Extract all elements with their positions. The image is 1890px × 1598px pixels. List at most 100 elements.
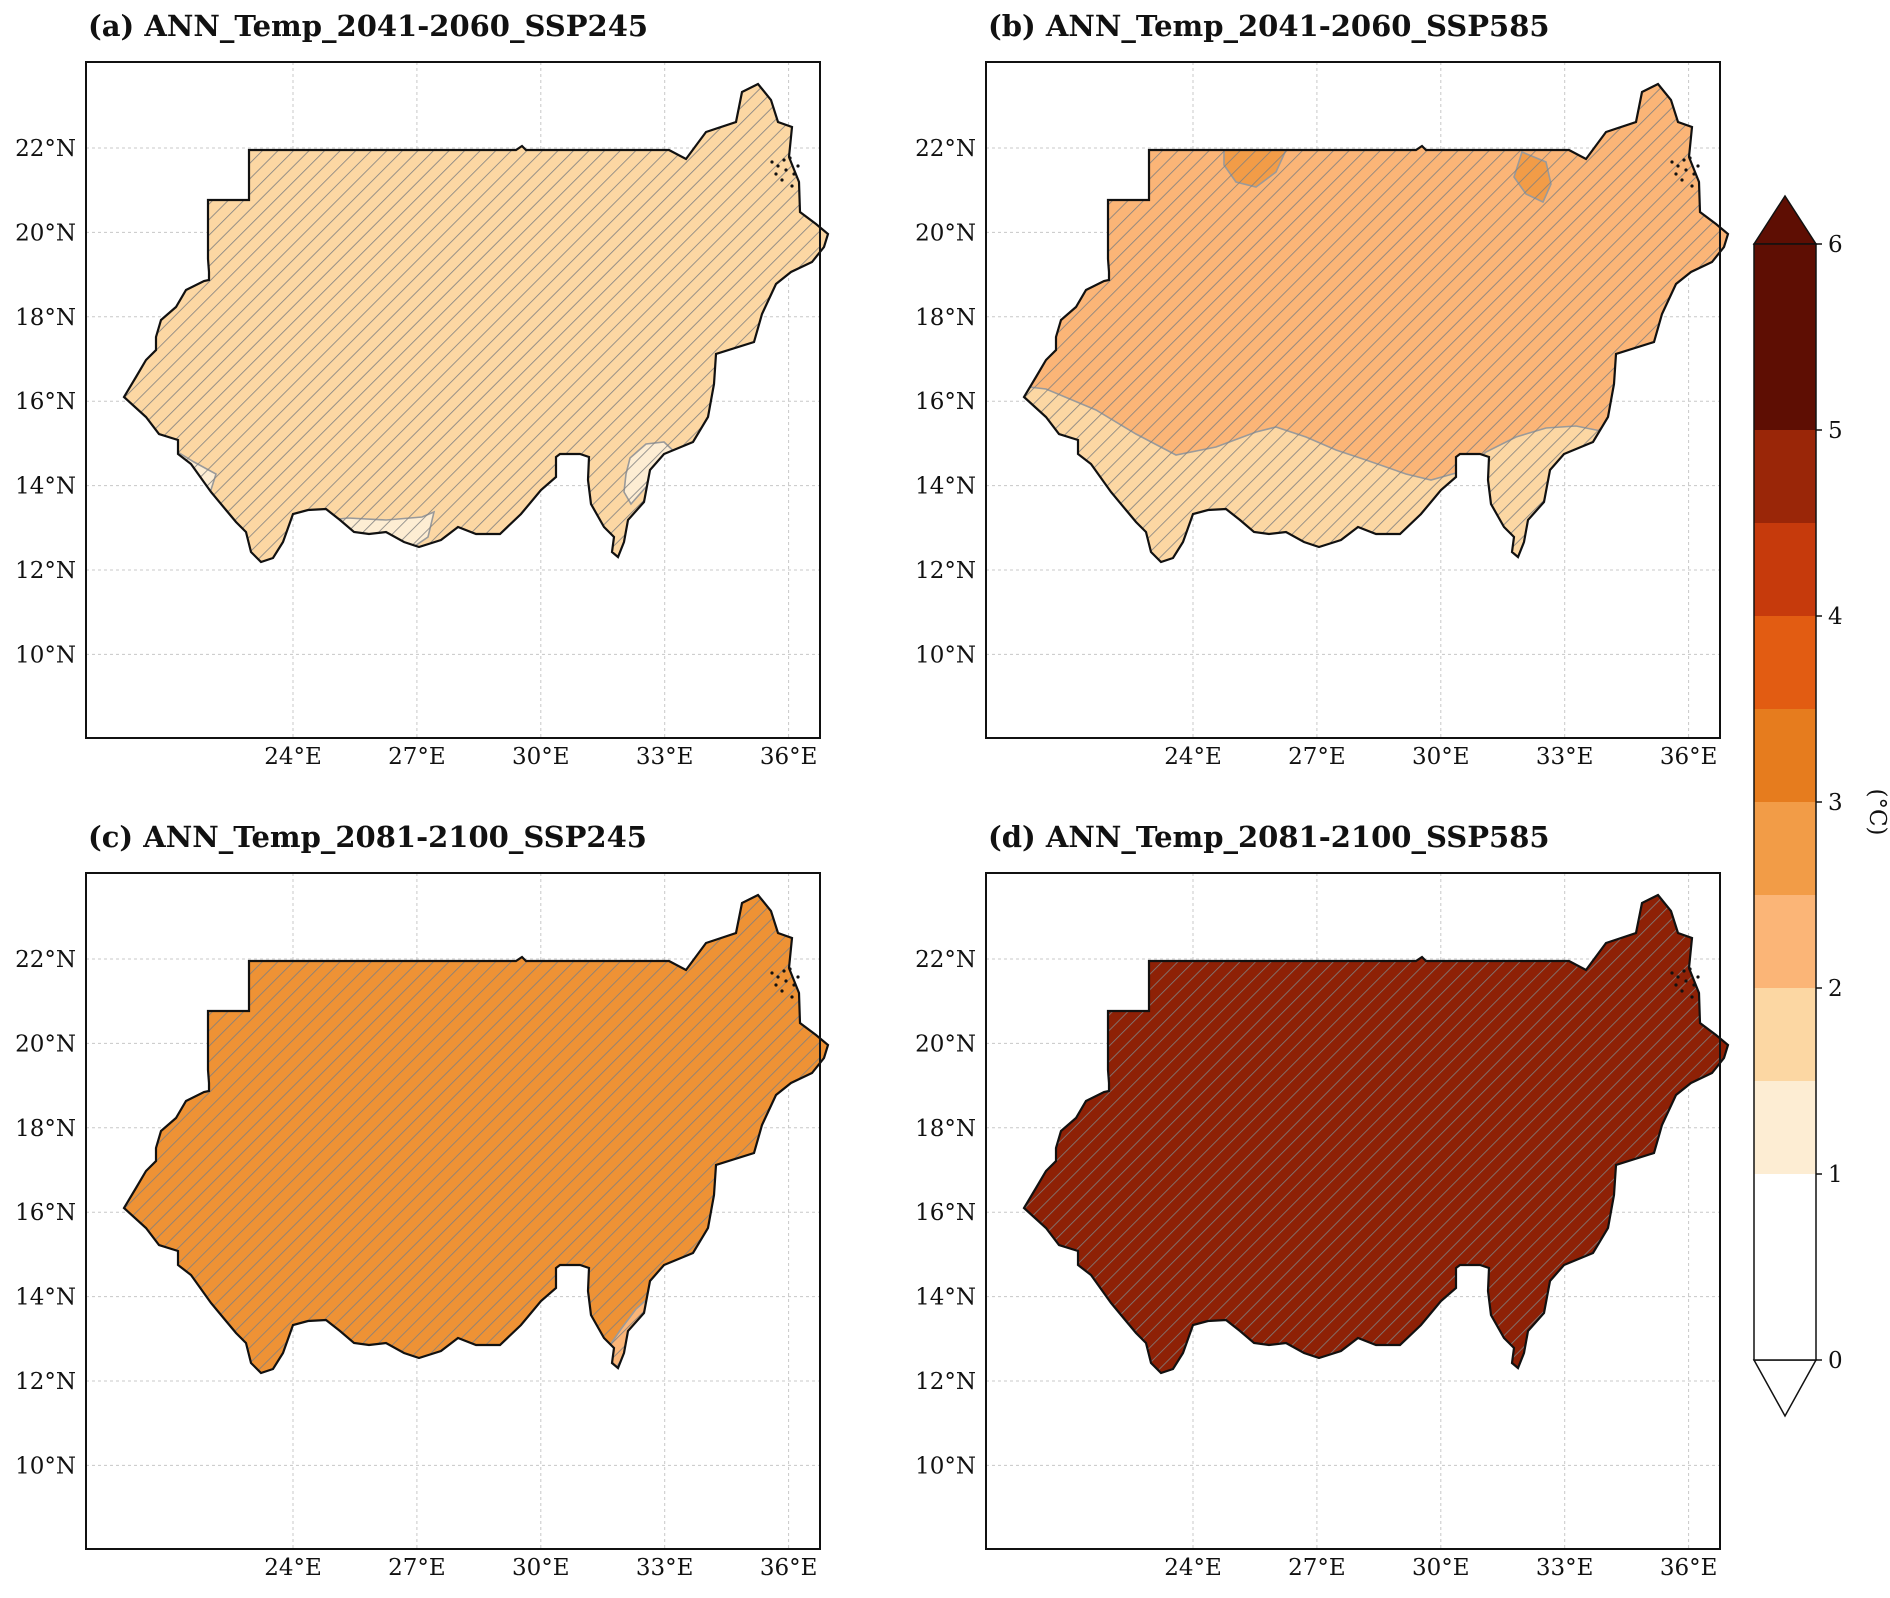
colorbar-tick-label: 0 [1828, 1348, 1843, 1374]
country-border [122, 82, 830, 564]
lon-tick-label: 24°E [1164, 1555, 1222, 1581]
map-frame [85, 872, 821, 1550]
map-panel: (b) ANN_Temp_2041-2060_SSP585 22°N 20°N 18°… [915, 9, 1730, 770]
colorbar-bin [1754, 988, 1816, 1081]
lat-tick-label: 22°N [915, 947, 976, 973]
lon-tick-label: 33°E [636, 744, 694, 770]
coastal-islands [770, 967, 800, 999]
lon-tick-label: 24°E [264, 744, 322, 770]
map-panels: (a) ANN_Temp_2041-2060_SSP245 22°N 20°N 18°… [15, 9, 1730, 1581]
map-frame [985, 61, 1721, 739]
country-border [122, 893, 830, 1375]
lat-tick-label: 14°N [915, 1285, 976, 1311]
lon-tick-label: 36°E [760, 1555, 818, 1581]
map-area: 22°N 20°N 18°N 16°N 14°N 12°N 10°N 24°E 27°E 30°E… [15, 61, 830, 770]
lat-tick-label: 10°N [915, 1453, 976, 1479]
lat-tick-label: 12°N [915, 1369, 976, 1395]
lon-tick-label: 24°E [264, 1555, 322, 1581]
lat-tick-label: 18°N [915, 1116, 976, 1142]
significance-hatching [1024, 84, 1720, 562]
map-area: 22°N 20°N 18°N 16°N 14°N 12°N 10°N 24°E 27°E 30°E… [915, 61, 1730, 770]
colorbar-bin [1754, 430, 1816, 523]
colorbar: 0 1 2 3 4 5 6 (°C) [1752, 194, 1890, 1418]
country-shape [122, 893, 830, 1375]
coastal-islands [1670, 967, 1700, 999]
coastal-islands [770, 156, 800, 188]
map-frame [85, 61, 821, 739]
lat-tick-label: 14°N [915, 474, 976, 500]
lat-tick-label: 14°N [15, 474, 76, 500]
country-shape [1022, 893, 1730, 1375]
lat-tick-label: 10°N [15, 1453, 76, 1479]
significance-hatching [124, 895, 820, 1373]
significance-hatching [124, 84, 820, 562]
map-panel: (a) ANN_Temp_2041-2060_SSP245 22°N 20°N 18°… [15, 9, 830, 770]
coastal-islands [1670, 156, 1700, 188]
colorbar-tick-label: 1 [1828, 1162, 1843, 1188]
lat-tick-label: 18°N [15, 305, 76, 331]
lat-tick-label: 16°N [15, 389, 76, 415]
lon-tick-label: 27°E [388, 1555, 446, 1581]
panel-title: (a) ANN_Temp_2041-2060_SSP245 [88, 9, 648, 43]
colorbar-bin [1754, 1174, 1816, 1360]
lon-tick-label: 27°E [388, 744, 446, 770]
lon-tick-label: 36°E [760, 744, 818, 770]
country-border [1022, 82, 1730, 564]
lon-tick-label: 36°E [1660, 1555, 1718, 1581]
lat-tick-label: 20°N [915, 1031, 976, 1057]
lat-tick-label: 16°N [915, 389, 976, 415]
lat-tick-label: 14°N [15, 1285, 76, 1311]
lat-tick-label: 18°N [915, 305, 976, 331]
lat-tick-label: 18°N [15, 1116, 76, 1142]
colorbar-unit-label: (°C) [1864, 788, 1890, 835]
lat-tick-label: 12°N [15, 1369, 76, 1395]
lat-tick-label: 12°N [915, 558, 976, 584]
lat-tick-label: 20°N [15, 220, 76, 246]
lon-tick-label: 36°E [1660, 744, 1718, 770]
country-border [1022, 893, 1730, 1375]
lat-tick-label: 22°N [15, 947, 76, 973]
lat-tick-label: 20°N [915, 220, 976, 246]
colorbar-bin [1754, 802, 1816, 895]
colorbar-bin [1754, 616, 1816, 709]
map-area: 22°N 20°N 18°N 16°N 14°N 12°N 10°N 24°E 27°E 30°E… [15, 872, 830, 1581]
country-shape [122, 82, 830, 564]
lon-tick-label: 27°E [1288, 1555, 1346, 1581]
map-panel: (d) ANN_Temp_2081-2100_SSP585 22°N 20°N 18°… [915, 820, 1730, 1581]
lat-tick-label: 16°N [15, 1200, 76, 1226]
lon-tick-label: 30°E [512, 1555, 570, 1581]
lon-tick-label: 30°E [1412, 1555, 1470, 1581]
lon-tick-label: 24°E [1164, 744, 1222, 770]
colorbar-bin [1754, 244, 1816, 430]
map-area: 22°N 20°N 18°N 16°N 14°N 12°N 10°N 24°E 27°E 30°E… [915, 872, 1730, 1581]
colorbar-bin [1754, 709, 1816, 802]
map-panel: (c) ANN_Temp_2081-2100_SSP245 22°N 20°N 18°… [15, 820, 830, 1581]
lat-tick-label: 10°N [15, 642, 76, 668]
colorbar-tick-label: 4 [1828, 604, 1843, 630]
lat-tick-label: 20°N [15, 1031, 76, 1057]
lon-tick-label: 33°E [1536, 1555, 1594, 1581]
country-shape [1022, 82, 1730, 564]
lat-tick-label: 10°N [915, 642, 976, 668]
colorbar-tick-label: 3 [1828, 790, 1843, 816]
lon-tick-label: 30°E [1412, 744, 1470, 770]
colorbar-tick-label: 5 [1828, 418, 1843, 444]
colorbar-bin [1754, 523, 1816, 616]
colorbar-tick-label: 6 [1828, 232, 1843, 258]
lon-tick-label: 30°E [512, 744, 570, 770]
colorbar-bin [1754, 895, 1816, 988]
lon-tick-label: 33°E [636, 1555, 694, 1581]
lon-tick-label: 33°E [1536, 744, 1594, 770]
panel-title: (b) ANN_Temp_2041-2060_SSP585 [988, 9, 1550, 43]
colorbar-tick-label: 2 [1828, 976, 1843, 1002]
lat-tick-label: 22°N [15, 136, 76, 162]
map-frame [985, 872, 1721, 1550]
lat-tick-label: 22°N [915, 136, 976, 162]
colorbar-bin [1754, 1081, 1816, 1174]
significance-hatching [1024, 895, 1720, 1373]
panel-title: (d) ANN_Temp_2081-2100_SSP585 [988, 820, 1550, 854]
colorbar-extend-min [1752, 1359, 1818, 1418]
lat-tick-label: 12°N [15, 558, 76, 584]
lat-tick-label: 16°N [915, 1200, 976, 1226]
